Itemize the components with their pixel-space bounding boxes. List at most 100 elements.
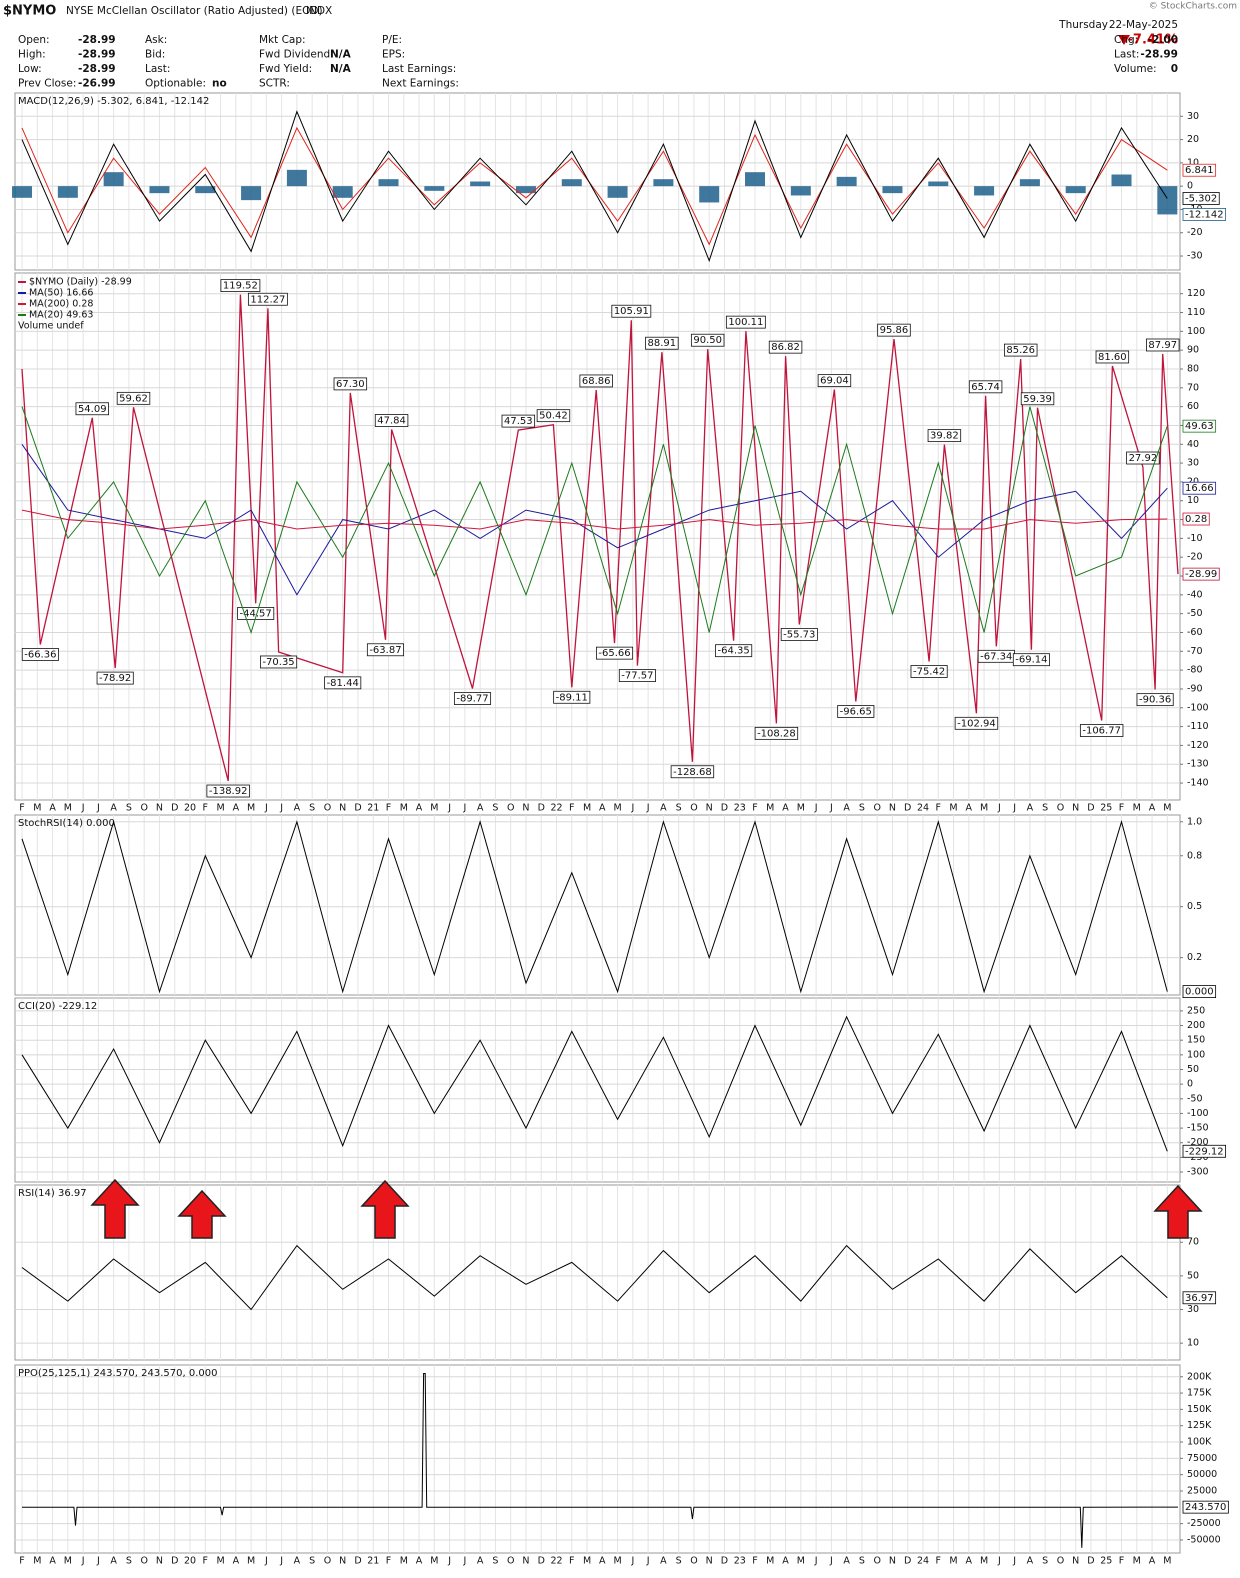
field-label: Prev Close: — [18, 78, 76, 90]
y-tick-label: -10 — [1187, 533, 1203, 544]
value-box — [611, 304, 652, 318]
y-tick-label: -150 — [1187, 1123, 1209, 1134]
y-tick-label: 0.5 — [1187, 901, 1202, 912]
field-label: Open: — [18, 34, 50, 46]
y-tick-label: -130 — [1187, 759, 1209, 770]
value-box-label: 0.28 — [1185, 514, 1207, 525]
x-tick-label: D — [1087, 803, 1094, 814]
value-box — [237, 607, 275, 620]
x-tick-label: F — [752, 1556, 757, 1567]
x-tick-label: A — [294, 1556, 301, 1567]
value-box — [247, 292, 288, 306]
x-tick-label: F — [19, 1556, 24, 1567]
x-tick-label: 20 — [184, 1556, 196, 1567]
x-tick-label: J — [264, 1556, 268, 1567]
y-tick-label: -50000 — [1187, 1534, 1221, 1545]
value-box — [333, 377, 368, 391]
x-tick-label: 23 — [734, 1556, 746, 1567]
field-value: 0 — [1171, 63, 1178, 75]
value-box — [715, 644, 753, 658]
x-tick-label: J — [447, 1556, 451, 1567]
red-arrow — [177, 1189, 227, 1239]
y-tick-label: 0 — [1187, 1079, 1193, 1090]
field-label: Fwd Yield: — [259, 63, 312, 75]
field-label: EPS: — [382, 49, 405, 61]
value-box — [725, 315, 766, 329]
y-tick-label: -200 — [1187, 1137, 1209, 1148]
x-tick-label: J — [829, 803, 833, 814]
value-box-label: 39.82 — [930, 431, 959, 442]
value-box — [968, 380, 1003, 394]
field-label: Last: — [1114, 49, 1139, 61]
series-line — [22, 1373, 1179, 1548]
value-box — [1182, 1291, 1217, 1305]
x-tick-label: A — [49, 1556, 56, 1567]
y-tick-label: 30 — [1187, 1304, 1199, 1315]
value-box — [1182, 481, 1217, 495]
x-tick-label: 24 — [917, 803, 929, 814]
histogram-bar — [836, 176, 857, 187]
x-tick-label: A — [1149, 803, 1156, 814]
x-tick-label: O — [873, 1556, 880, 1567]
x-tick-label: F — [203, 1556, 208, 1567]
y-tick-label: -120 — [1187, 740, 1209, 751]
y-tick-label: 50000 — [1187, 1469, 1217, 1480]
red-arrow — [360, 1179, 410, 1239]
x-tick-label: S — [126, 803, 132, 814]
y-tick-label: 80 — [1187, 363, 1199, 374]
value-box — [324, 676, 362, 690]
x-tick-label: 25 — [1100, 1556, 1112, 1567]
field-value: N/A — [330, 49, 352, 61]
x-tick-label: N — [1072, 803, 1079, 814]
x-tick-label: J — [447, 803, 451, 814]
field-value: -2.00 — [1148, 34, 1178, 46]
change-percent: -7.41% — [1128, 33, 1179, 48]
x-tick-label: M — [33, 1556, 41, 1567]
x-tick-label: J — [279, 1556, 283, 1567]
value-box-label: 47.84 — [377, 416, 406, 427]
x-tick-label: A — [843, 1556, 850, 1567]
symbol: $NYMO — [3, 4, 56, 19]
x-tick-label: N — [156, 803, 163, 814]
series-line — [21, 444, 1168, 596]
x-tick-label: N — [1072, 1556, 1079, 1567]
x-tick-label: F — [386, 803, 391, 814]
value-box-label: 67.30 — [336, 379, 365, 390]
x-tick-label: D — [904, 803, 911, 814]
x-tick-label: A — [416, 1556, 423, 1567]
x-tick-label: N — [339, 1556, 346, 1567]
x-tick-label: M — [583, 1556, 591, 1567]
value-box — [645, 336, 679, 350]
x-tick-label: A — [782, 1556, 789, 1567]
value-box — [1126, 451, 1160, 465]
y-tick-label: 60 — [1187, 401, 1199, 412]
field-value: no — [212, 78, 227, 90]
series-line — [21, 406, 1168, 635]
value-box — [1182, 192, 1220, 205]
series-line — [21, 294, 1179, 782]
value-box-label: 105.91 — [614, 306, 649, 317]
histogram-bar — [745, 172, 766, 187]
value-box — [954, 716, 999, 730]
value-box — [768, 340, 803, 354]
histogram-bar — [57, 186, 78, 198]
y-tick-label: 150K — [1187, 1404, 1212, 1415]
x-tick-label: A — [660, 1556, 667, 1567]
y-tick-label: -20 — [1187, 552, 1203, 563]
value-box-label: -89.77 — [456, 694, 488, 705]
value-box-label: 27.92 — [1129, 453, 1158, 464]
histogram-bar — [149, 186, 170, 194]
field-label: P/E: — [382, 34, 402, 46]
histogram-bar — [332, 186, 353, 198]
x-tick-label: M — [247, 1556, 255, 1567]
x-tick-label: M — [400, 1556, 408, 1567]
series-line — [21, 126, 1168, 246]
value-box-label: 47.53 — [504, 416, 533, 427]
y-tick-label: 200K — [1187, 1371, 1212, 1382]
x-tick-label: S — [859, 1556, 865, 1567]
histogram-bar — [241, 186, 262, 201]
value-box-label: 88.91 — [648, 338, 677, 349]
value-box-label: -12.142 — [1185, 209, 1224, 220]
histogram-bar — [195, 186, 216, 194]
x-tick-label: S — [492, 803, 498, 814]
